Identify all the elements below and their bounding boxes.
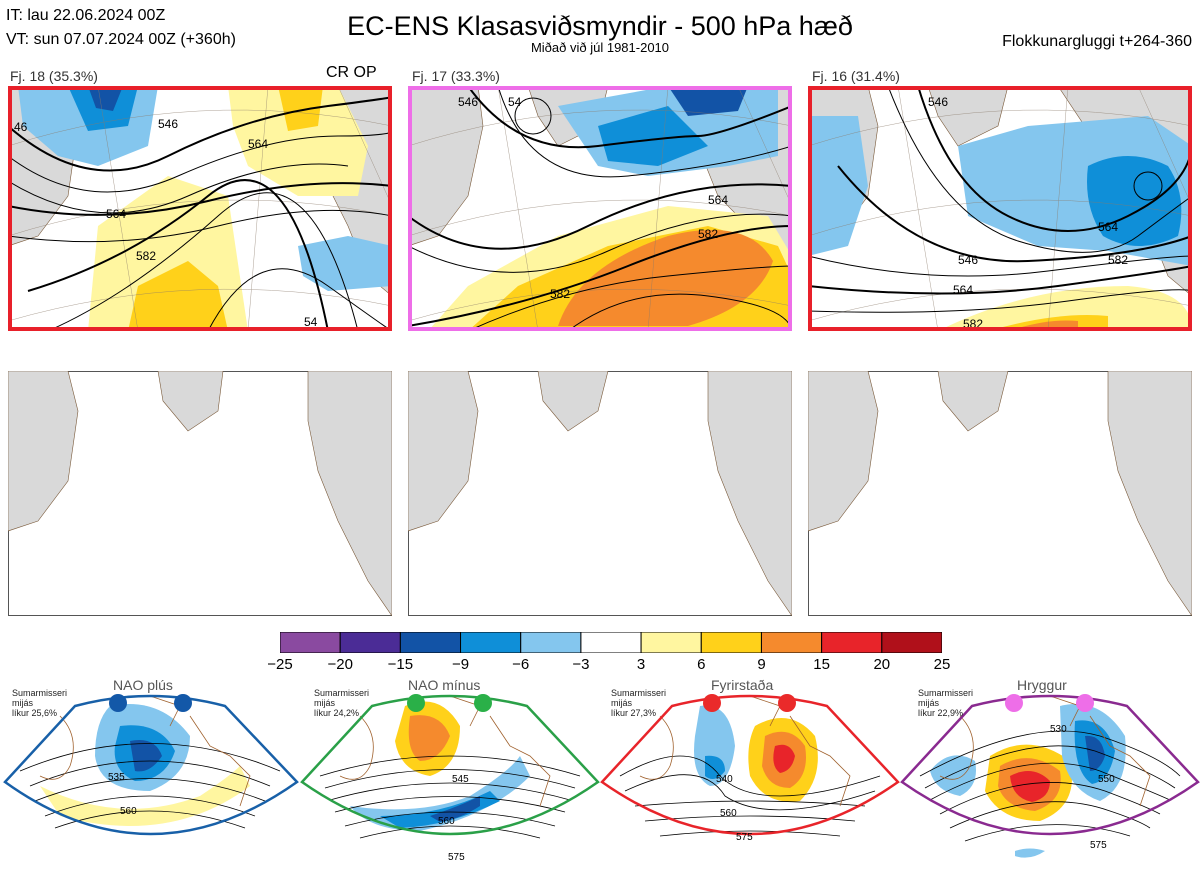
regime-title-ridge: Hryggur [1017,677,1067,693]
regime-dot [174,694,192,712]
page-subtitle: Miðað við júl 1981-2010 [530,40,670,55]
colorbar-tick-label: −25 [267,656,293,673]
cluster-1-label: Fj. 18 (35.3%) [10,68,98,84]
regime-contour-label: 575 [448,852,465,863]
cluster-2-contour-label: 546 [458,95,478,109]
colorbar-swatch [881,631,943,654]
cluster-2-contour-label: 564 [708,193,728,207]
regime-contour-label: 540 [716,774,733,785]
cluster-1-extra: CR OP [326,64,377,81]
cluster-2-contour-label: 54 [508,95,522,109]
regime-nao-minus[interactable] [300,694,600,839]
colorbar-tick-label: 6 [697,656,706,673]
regime-dot [1005,694,1023,712]
regime-contour-label: 575 [1090,840,1107,851]
colorbar-swatch [580,631,642,654]
cluster-3-contour-label: 564 [953,283,973,297]
empty-map-3[interactable] [808,371,1192,616]
cluster-2-label: Fj. 17 (33.3%) [412,68,500,84]
cluster-1-contour-label: 546 [158,117,178,131]
colorbar-tick-label: 3 [636,656,646,673]
regime-info-ridge: Sumarmisseri mijás líkur 22,9% [918,688,974,718]
regime-contour-label: 560 [120,806,137,817]
colorbar-swatch [640,631,702,654]
regime-dot [703,694,721,712]
cluster-1-contour-label: 46 [14,120,28,134]
colorbar-tick-label: −15 [387,656,414,673]
regime-title-nao-minus: NAO mínus [408,677,481,693]
regime-contour-label: 530 [1050,724,1067,735]
cluster-1-border [8,86,392,331]
colorbar-swatch [460,631,522,654]
regime-contour-label: 545 [452,774,469,785]
regime-contour-label: 550 [1098,774,1115,785]
regime-blocking[interactable] [600,694,900,837]
colorbar [279,631,943,654]
colorbar-swatches [279,631,943,654]
colorbar-tick-label: 15 [813,656,830,673]
colorbar-tick-label: 25 [933,656,951,673]
regime-title-blocking: Fyrirstaða [711,677,774,693]
colorbar-tick-label: −9 [451,656,470,673]
page-title: EC-ENS Klasasviðsmyndir - 500 hPa hæð [347,11,853,41]
cluster-3-map[interactable]: 546 546 564 564 582 582 [808,86,1192,331]
colorbar-tick-label: 20 [873,656,891,673]
colorbar-swatch [520,631,582,654]
cluster-3-contour-label: 564 [1098,220,1118,234]
regime-panels: 535 560 545 560 575 540 560 575 530 550 … [3,694,1200,863]
cluster-2-border [408,86,792,331]
empty-map-2[interactable] [408,371,792,616]
regime-info-nao-minus: Sumarmisseri mijás líkur 24,2% [314,688,370,718]
cluster-2-contour-label: 582 [550,287,570,301]
regime-dot [1076,694,1094,712]
cluster-3-contour-label: 546 [928,95,948,109]
valid-time: VT: sun 07.07.2024 00Z (+360h) [6,31,236,48]
regime-ridge[interactable] [900,694,1200,858]
regime-contour-label: 575 [736,832,753,843]
cluster-2-map[interactable]: 546 564 582 582 54 [408,86,792,331]
regime-nao-plus[interactable] [3,694,299,836]
cluster-3-label: Fj. 16 (31.4%) [812,68,900,84]
cluster-1-contour-label: 564 [248,137,268,151]
colorbar-tick-label: −3 [572,656,590,673]
regime-contour-label: 560 [720,808,737,819]
colorbar-swatch [279,631,341,654]
regime-contour-label: 535 [108,772,125,783]
colorbar-swatch [821,631,883,654]
empty-map-1[interactable] [8,371,392,616]
cluster-1-map[interactable]: 46 546 564 564 582 54 [8,86,392,331]
cluster-2-contour-label: 582 [698,227,718,241]
regime-info-blocking: Sumarmisseri mijás líkur 27,3% [611,688,667,718]
cluster-3-contour-label: 582 [1108,253,1128,267]
colorbar-swatch [339,631,401,654]
colorbar-tick-label: −6 [512,656,530,673]
cluster-3-border [808,86,1192,331]
regime-contour-label: 560 [438,816,455,827]
regime-title-nao-plus: NAO plús [113,677,173,693]
classification-window: Flokkunargluggi t+264-360 [1002,33,1192,50]
cluster-3-contour-label: 546 [958,253,978,267]
colorbar-swatch [760,631,823,654]
regime-dot [778,694,796,712]
regime-info-nao-plus: Sumarmisseri mijás líkur 25,6% [12,688,68,718]
cluster-1-contour-label: 582 [136,249,156,263]
colorbar-swatch [399,631,462,654]
colorbar-swatch [700,631,762,654]
init-time: IT: lau 22.06.2024 00Z [6,7,166,24]
colorbar-tick-label: −20 [327,656,353,673]
regime-dot [474,694,492,712]
regime-dot [407,694,425,712]
regime-dot [109,694,127,712]
colorbar-tick-label: 9 [757,656,766,673]
cluster-1-contour-label: 54 [304,315,318,329]
cluster-1-contour-label: 564 [106,207,126,221]
